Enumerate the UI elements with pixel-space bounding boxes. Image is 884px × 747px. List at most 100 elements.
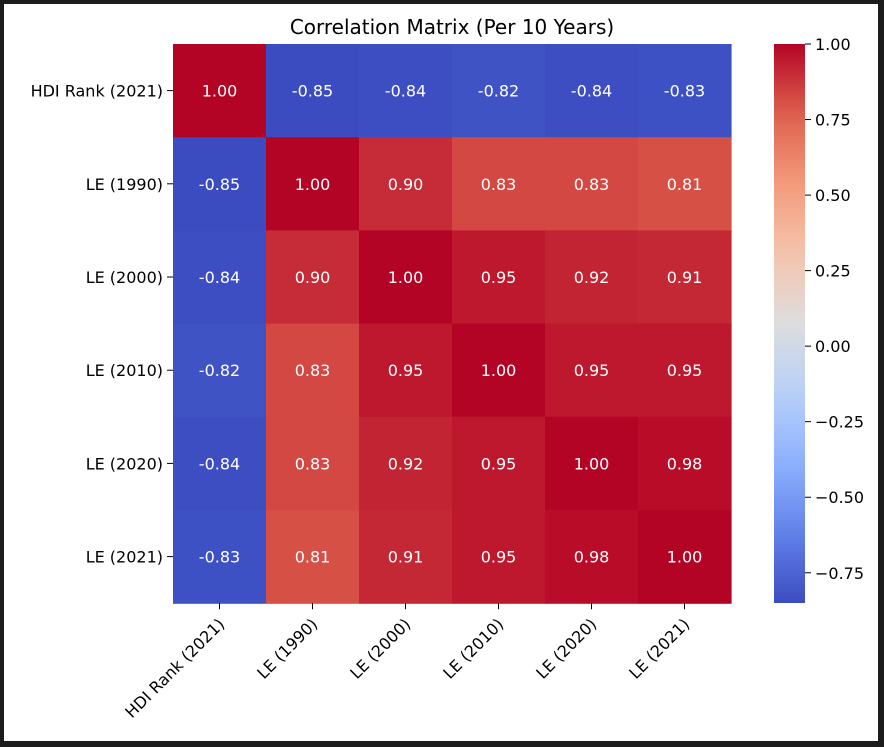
cell-value-label: 0.90 xyxy=(388,175,424,194)
heatmap-cell xyxy=(452,416,546,511)
colorbar-tick-label: 1.00 xyxy=(815,35,851,54)
colorbar-tick-label: −0.75 xyxy=(815,564,864,583)
cell-value-label: -0.84 xyxy=(385,82,426,101)
y-tick-label: LE (1990) xyxy=(86,175,163,194)
cell-value-label: 1.00 xyxy=(667,548,703,567)
heatmap-cell xyxy=(452,137,546,231)
cell-value-label: 0.95 xyxy=(481,548,517,567)
heatmap-cell xyxy=(452,323,546,418)
cell-value-label: 1.00 xyxy=(202,82,238,101)
cell-value-label: 0.95 xyxy=(481,268,517,287)
cell-value-label: 0.95 xyxy=(667,361,703,380)
cell-value-label: 1.00 xyxy=(574,454,610,473)
heatmap-cell xyxy=(266,510,360,604)
heatmap-cell xyxy=(266,44,360,138)
heatmap-cell xyxy=(638,323,732,418)
heatmap-cell xyxy=(545,230,639,325)
cell-value-label: 0.95 xyxy=(574,361,610,380)
y-tick-label: LE (2010) xyxy=(86,361,163,380)
cell-value-label: 0.81 xyxy=(295,548,331,567)
cell-value-label: 0.92 xyxy=(574,268,610,287)
heatmap-cell xyxy=(173,230,267,325)
colorbar-tick-label: −0.50 xyxy=(815,488,864,507)
cell-value-label: -0.82 xyxy=(199,361,240,380)
heatmap-cell xyxy=(452,230,546,325)
cell-value-label: -0.82 xyxy=(478,82,519,101)
colorbar-tick-label: −0.25 xyxy=(815,413,864,432)
cell-value-label: -0.85 xyxy=(292,82,333,101)
y-tick-label: HDI Rank (2021) xyxy=(31,82,163,101)
colorbar: 1.00 0.75 0.50 0.25 0.00 −0.25 −0.50 −0.75 xyxy=(774,35,864,603)
cell-value-label: -0.83 xyxy=(664,82,705,101)
cell-value-label: 0.83 xyxy=(295,361,331,380)
y-tick-label: LE (2020) xyxy=(86,454,163,473)
heatmap-cell xyxy=(452,44,546,138)
cell-annotations: 1.00 -0.85 -0.84 -0.82 -0.84 -0.83 -0.85 1.00 0.… xyxy=(199,82,705,567)
heatmap-cell xyxy=(359,230,453,325)
cell-value-label: 0.95 xyxy=(481,454,517,473)
cell-value-label: 1.00 xyxy=(295,175,331,194)
cell-value-label: -0.85 xyxy=(199,175,240,194)
heatmap-cell xyxy=(545,510,639,604)
cell-value-label: -0.84 xyxy=(571,82,612,101)
heatmap-cell xyxy=(359,510,453,604)
cell-value-label: 0.92 xyxy=(388,454,424,473)
heatmap-cell xyxy=(266,323,360,418)
colorbar-tick-label: 0.75 xyxy=(815,111,851,130)
x-tick-label: LE (1990) xyxy=(253,615,321,683)
heatmap-cell xyxy=(359,323,453,418)
cell-value-label: 0.95 xyxy=(388,361,424,380)
y-axis-tick-labels: HDI Rank (2021) LE (1990) LE (2000) LE (201… xyxy=(31,82,173,567)
heatmap-cell xyxy=(266,416,360,511)
cell-value-label: 1.00 xyxy=(388,268,424,287)
cell-value-label: 0.81 xyxy=(667,175,703,194)
heatmap-cell xyxy=(173,416,267,511)
colorbar-tick-label: 0.25 xyxy=(815,262,851,281)
x-tick-label: LE (2010) xyxy=(439,615,507,683)
heatmap-cell xyxy=(638,44,732,138)
heatmap-cell xyxy=(452,510,546,604)
colorbar-gradient xyxy=(774,44,805,603)
figure: Correlation Matrix (Per 10 Years) 1.00 -0… xyxy=(4,4,878,741)
heatmap-cell xyxy=(173,44,267,138)
y-tick-label: LE (2021) xyxy=(86,548,163,567)
heatmap-cell xyxy=(638,416,732,511)
correlation-heatmap: Correlation Matrix (Per 10 Years) 1.00 -0… xyxy=(31,15,864,722)
cell-value-label: -0.84 xyxy=(199,454,240,473)
heatmap-cell xyxy=(266,230,360,325)
heatmap-cell xyxy=(173,137,267,231)
cell-value-label: 0.90 xyxy=(295,268,331,287)
colorbar-tick-label: 0.50 xyxy=(815,186,851,205)
cell-value-label: -0.83 xyxy=(199,548,240,567)
cell-value-label: 0.83 xyxy=(295,454,331,473)
cell-value-label: 0.91 xyxy=(388,548,424,567)
x-tick-label: HDI Rank (2021) xyxy=(121,615,228,722)
cell-value-label: 0.83 xyxy=(574,175,610,194)
heatmap-cell xyxy=(638,510,732,604)
cell-value-label: -0.84 xyxy=(199,268,240,287)
heatmap-cell xyxy=(638,137,732,231)
cell-value-label: 0.83 xyxy=(481,175,517,194)
heatmap-cell xyxy=(266,137,360,231)
cell-value-label: 1.00 xyxy=(481,361,517,380)
heatmap-cell xyxy=(545,416,639,511)
cell-value-label: 0.98 xyxy=(574,548,610,567)
heatmap-cell xyxy=(173,323,267,418)
cell-value-label: 0.91 xyxy=(667,268,703,287)
heatmap-cell xyxy=(545,44,639,138)
heatmap-cell xyxy=(545,323,639,418)
x-tick-label: LE (2000) xyxy=(346,615,414,683)
heatmap-cell xyxy=(359,416,453,511)
heatmap-cell xyxy=(359,44,453,138)
colorbar-tick-label: 0.00 xyxy=(815,337,851,356)
heatmap-cell xyxy=(545,137,639,231)
heatmap-cells xyxy=(173,44,732,604)
x-tick-label: LE (2021) xyxy=(625,615,693,683)
cell-value-label: 0.98 xyxy=(667,454,703,473)
heatmap-cell xyxy=(173,510,267,604)
y-tick-label: LE (2000) xyxy=(86,268,163,287)
heatmap-cell xyxy=(638,230,732,325)
x-axis-tick-labels: HDI Rank (2021) LE (1990) LE (2000) LE (201… xyxy=(121,603,693,722)
chart-title: Correlation Matrix (Per 10 Years) xyxy=(290,15,614,39)
heatmap-cell xyxy=(359,137,453,231)
